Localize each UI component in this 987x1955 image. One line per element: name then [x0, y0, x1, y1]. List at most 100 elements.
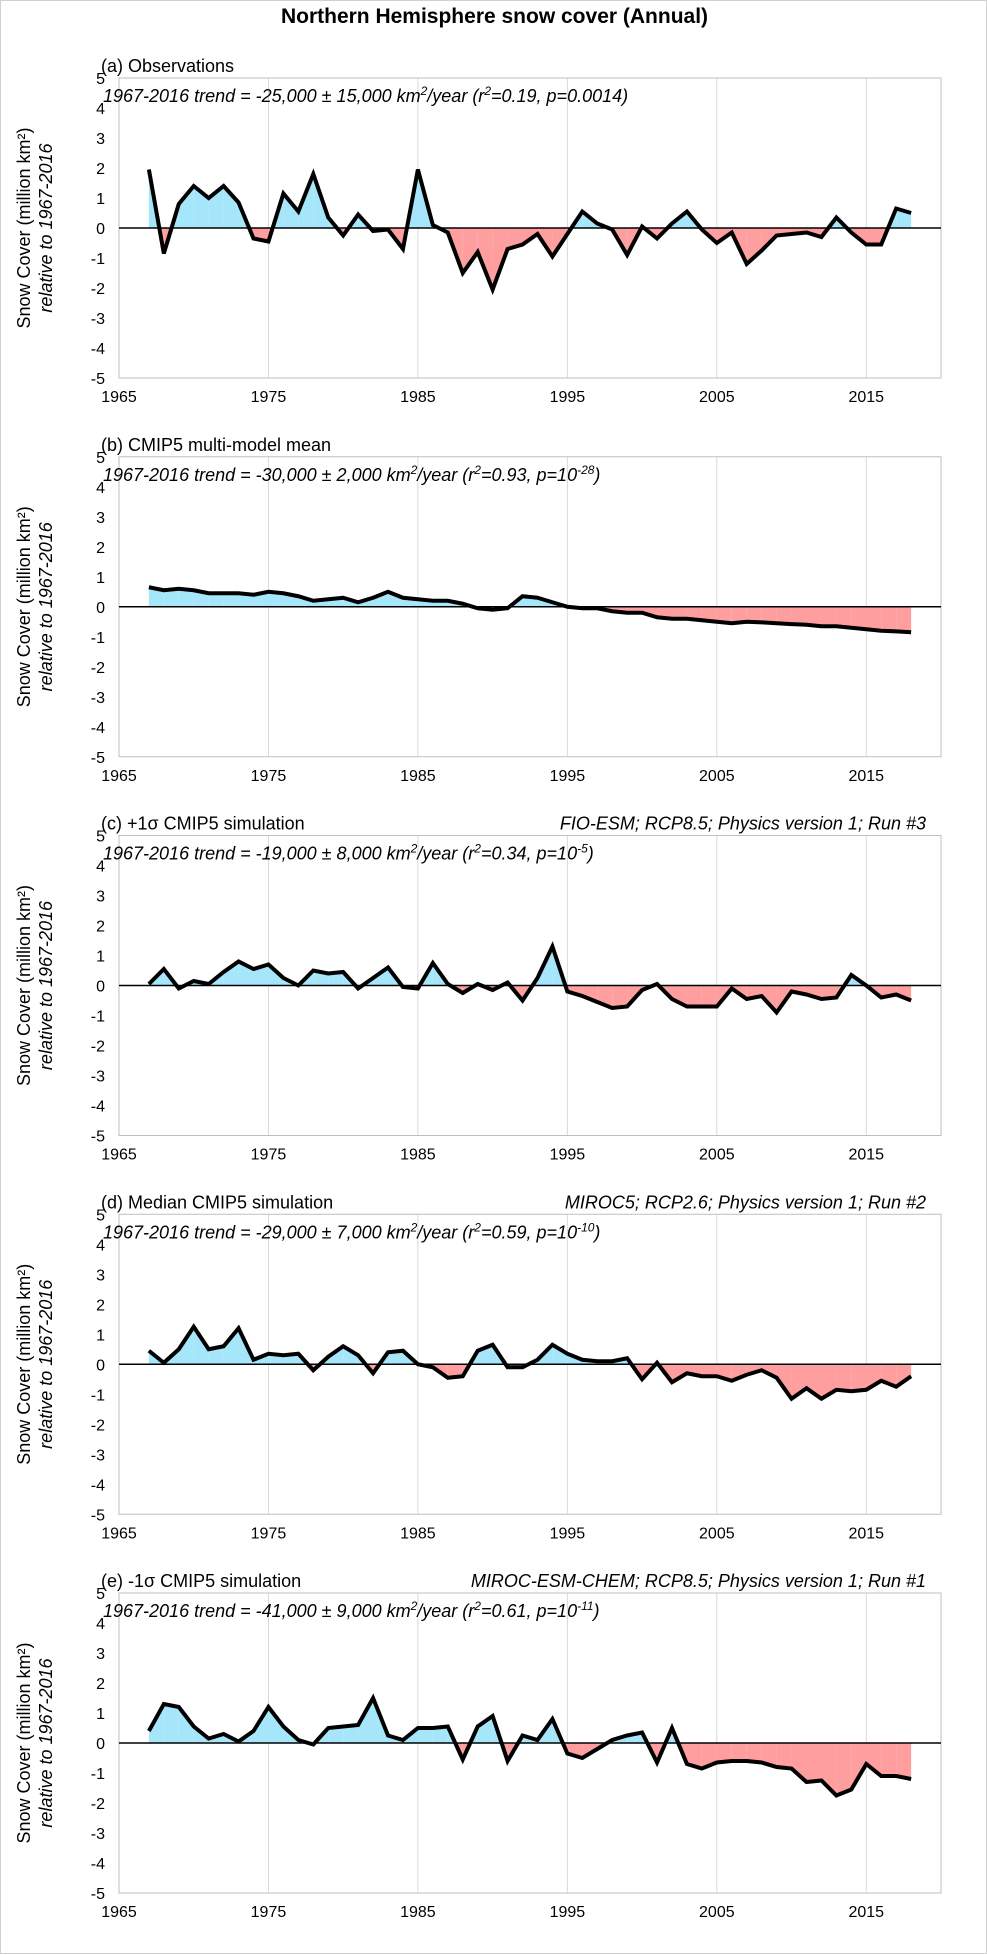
trend-superscript: 2: [473, 463, 481, 477]
y-tick-label: 1: [96, 949, 105, 966]
negative-area: [791, 1743, 807, 1782]
panel-title: (d) Median CMIP5 simulation: [101, 1192, 333, 1212]
negative-area: [447, 1364, 463, 1378]
panel-title: (e) -1σ CMIP5 simulation: [101, 1571, 301, 1591]
y-tick-label: -4: [91, 341, 105, 358]
positive-area: [223, 961, 239, 986]
positive-area: [552, 1344, 568, 1365]
trend-text-part: /year (r: [415, 844, 475, 864]
x-tick-label: 1995: [550, 389, 586, 406]
negative-area: [731, 1364, 747, 1381]
negative-area: [701, 1364, 717, 1377]
y-tick-label: -3: [91, 1447, 105, 1464]
trend-text-part: /year (r: [415, 1601, 475, 1621]
positive-area: [238, 593, 254, 607]
y-tick-label: -1: [91, 251, 105, 268]
y-tick-label: -2: [91, 1417, 105, 1434]
negative-area: [716, 606, 732, 624]
negative-area: [806, 606, 822, 627]
negative-area: [477, 228, 493, 290]
y-axis-label: Snow Cover (million km²): [14, 127, 34, 328]
y-tick-label: 5: [96, 829, 105, 846]
negative-area: [746, 228, 762, 264]
y-tick-label: -3: [91, 1069, 105, 1086]
negative-area: [701, 606, 717, 622]
x-tick-label: 2015: [848, 1525, 884, 1542]
trend-text-part: 1967-2016 trend = -30,000 ± 2,000 km: [103, 465, 411, 485]
y-tick-label: 5: [96, 450, 105, 467]
x-tick-label: 2005: [699, 1525, 735, 1542]
trend-superscript: 2: [473, 842, 481, 856]
series-line: [146, 168, 912, 296]
x-tick-label: 2015: [848, 1147, 884, 1164]
x-tick-label: 1975: [251, 768, 287, 785]
positive-area: [358, 1698, 374, 1743]
series-line: [147, 941, 912, 1016]
y-tick-label: -5: [91, 371, 105, 388]
negative-area: [881, 606, 897, 632]
x-tick-label: 2005: [699, 1904, 735, 1921]
y-axis-label: Snow Cover (million km²): [14, 1264, 34, 1465]
trend-superscript: -5: [577, 842, 588, 856]
y-tick-label: -2: [91, 281, 105, 298]
x-tick-label: 2005: [699, 1147, 735, 1164]
trend-text-part: ): [592, 1601, 600, 1621]
y-tick-label: -4: [91, 1099, 105, 1116]
x-tick-label: 1965: [101, 389, 137, 406]
y-tick-label: 0: [96, 1357, 105, 1374]
y-tick-label: 4: [96, 1616, 105, 1633]
negative-area: [896, 606, 912, 633]
y-axis-label: Snow Cover (million km²): [14, 506, 34, 707]
y-tick-label: -3: [91, 1826, 105, 1843]
y-tick-label: 2: [96, 1297, 105, 1314]
trend-superscript: -10: [577, 1220, 595, 1234]
negative-area: [686, 1743, 702, 1769]
negative-area: [671, 606, 687, 619]
positive-area: [417, 1728, 433, 1743]
y-tick-label: -5: [91, 1129, 105, 1146]
negative-area: [761, 1743, 777, 1767]
negative-area: [896, 985, 912, 1001]
positive-area: [208, 593, 224, 607]
positive-area: [163, 1704, 179, 1743]
x-tick-label: 2015: [848, 768, 884, 785]
x-tick-label: 1975: [251, 1525, 287, 1542]
positive-area: [328, 1726, 344, 1743]
panel-title: (c) +1σ CMIP5 simulation: [101, 814, 305, 834]
y-tick-label: -2: [91, 1039, 105, 1056]
trend-superscript: 2: [410, 463, 418, 477]
x-tick-label: 1975: [251, 389, 287, 406]
negative-area: [836, 606, 852, 628]
y-tick-label: 0: [96, 600, 105, 617]
figure-title: Northern Hemisphere snow cover (Annual): [280, 5, 709, 28]
positive-area: [343, 1725, 359, 1743]
trend-text-part: /year (r: [415, 1222, 475, 1242]
negative-area: [776, 1743, 792, 1769]
negative-area: [731, 1743, 747, 1761]
y-axis-label: Snow Cover (million km²): [14, 885, 34, 1086]
negative-area: [716, 1743, 732, 1763]
positive-area: [178, 1707, 194, 1743]
trend-text-part: =0.59, p=10: [481, 1222, 577, 1242]
y-tick-label: 1: [96, 570, 105, 587]
x-tick-label: 1985: [400, 1525, 436, 1542]
negative-area: [836, 1743, 852, 1796]
y-tick-label: -1: [91, 1766, 105, 1783]
y-tick-label: 3: [96, 889, 105, 906]
negative-area: [761, 606, 777, 624]
x-tick-label: 1965: [101, 1525, 137, 1542]
negative-area: [896, 1364, 912, 1387]
y-tick-label: 1: [96, 1327, 105, 1344]
positive-area: [223, 593, 239, 607]
trend-text-part: ): [586, 844, 594, 864]
y-tick-label: 4: [96, 859, 105, 876]
negative-area: [866, 606, 882, 631]
trend-superscript: 2: [483, 84, 491, 98]
negative-area: [836, 1364, 852, 1392]
y-tick-label: -4: [91, 1477, 105, 1494]
trend-text: 1967-2016 trend = -25,000 ± 15,000 km2/y…: [103, 84, 628, 106]
trend-text-part: 1967-2016 trend = -25,000 ± 15,000 km: [103, 86, 421, 106]
